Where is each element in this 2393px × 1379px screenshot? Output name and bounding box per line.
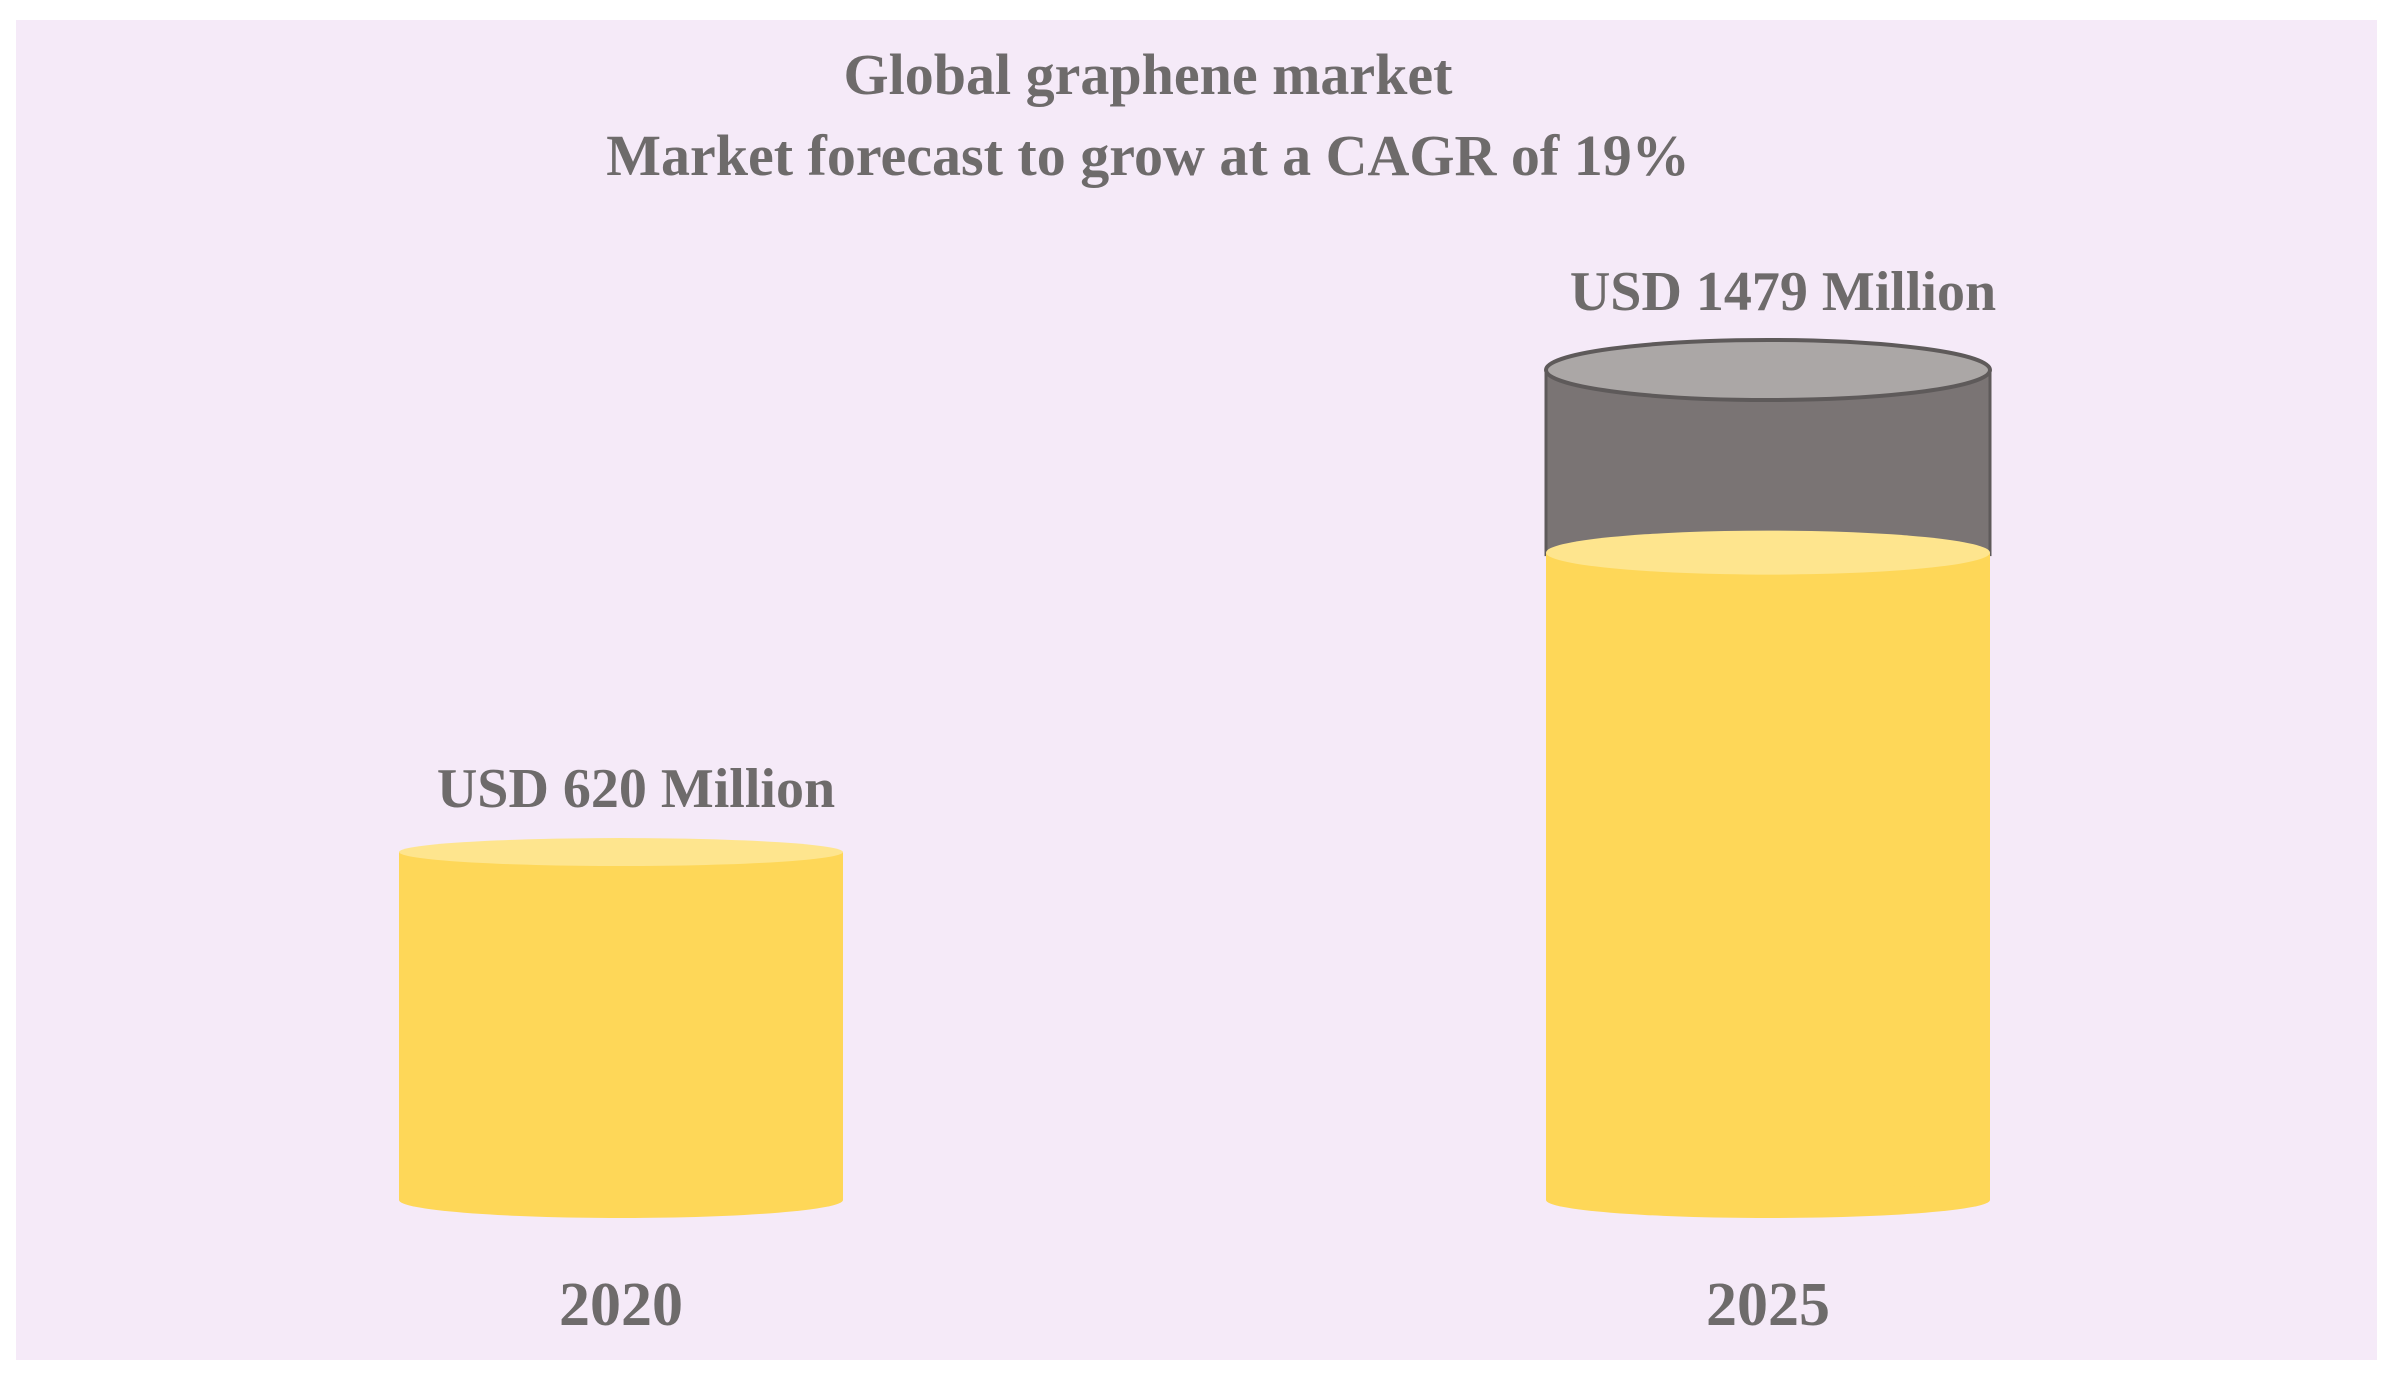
chart-subtitle: Market forecast to grow at a CAGR of 19% xyxy=(606,123,1689,188)
bar-top-2025 xyxy=(1546,530,1990,575)
chart-svg: Global graphene market Market forecast t… xyxy=(399,42,1996,1339)
data-label-2020: USD 620 Million xyxy=(437,758,835,820)
x-tick-label-2020: 2020 xyxy=(559,1271,683,1339)
bar-2025 xyxy=(1546,552,1990,1200)
bar-2020 xyxy=(399,852,843,1200)
bar-bottom-2020 xyxy=(399,1182,843,1218)
chart-panel: Global graphene market Market forecast t… xyxy=(16,20,2377,1360)
bar-top-2020 xyxy=(399,838,843,867)
chart-marks: USD 620 Million 2020 USD 1479 Million 2025 xyxy=(399,261,1996,1339)
chart-title: Global graphene market xyxy=(844,42,1454,107)
bar-bottom-2025 xyxy=(1546,1182,1990,1218)
x-tick-label-2025: 2025 xyxy=(1706,1271,1830,1339)
bar-container-top-2025 xyxy=(1544,338,1992,402)
data-label-2025: USD 1479 Million xyxy=(1570,261,1996,323)
